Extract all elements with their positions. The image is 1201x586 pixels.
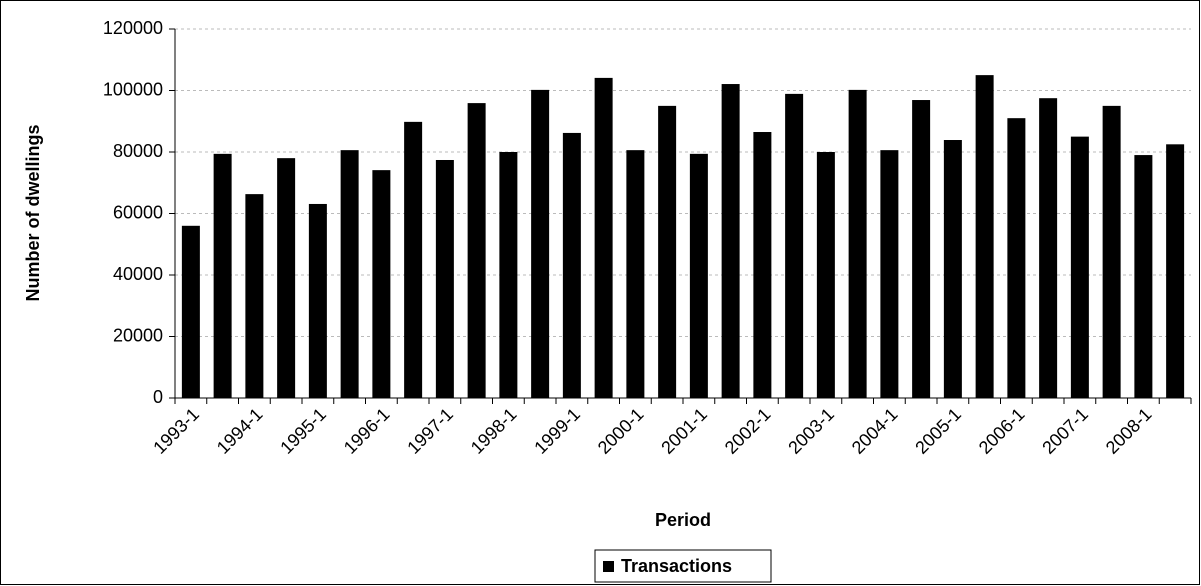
- bar: [689, 153, 708, 398]
- bar: [562, 132, 581, 398]
- bar: [1166, 144, 1185, 398]
- bar: [848, 89, 867, 398]
- bar: [1039, 98, 1058, 398]
- bar: [943, 140, 962, 398]
- bar: [467, 103, 486, 399]
- bar: [340, 150, 359, 398]
- legend-swatch: [603, 561, 614, 572]
- bar: [372, 170, 391, 398]
- bar: [1134, 155, 1153, 398]
- bar: [721, 84, 740, 398]
- bar: [435, 159, 454, 398]
- bar: [912, 100, 931, 398]
- legend-label: Transactions: [621, 556, 732, 576]
- bar: [531, 89, 550, 398]
- bar: [1007, 118, 1026, 399]
- bar: [816, 152, 835, 398]
- bar: [245, 194, 264, 398]
- bar: [880, 150, 899, 398]
- bar: [1102, 105, 1121, 398]
- bar: [308, 203, 327, 398]
- y-axis-title: Number of dwellings: [23, 124, 43, 301]
- bar: [277, 158, 296, 398]
- y-tick-label: 20000: [113, 325, 163, 345]
- bar: [499, 152, 518, 398]
- bar: [975, 75, 994, 398]
- bar: [658, 105, 677, 398]
- bar: [1070, 136, 1089, 398]
- x-axis-title: Period: [655, 510, 711, 530]
- legend-box: [594, 549, 772, 583]
- y-tick-label: 100000: [103, 79, 163, 99]
- bar: [404, 121, 423, 399]
- bar: [626, 150, 645, 398]
- y-tick-label: 0: [153, 387, 163, 407]
- y-tick-label: 60000: [113, 202, 163, 222]
- bar: [181, 225, 200, 398]
- bar: [753, 132, 772, 398]
- bar: [785, 93, 804, 398]
- y-tick-label: 80000: [113, 141, 163, 161]
- y-tick-label: 120000: [103, 18, 163, 38]
- y-tick-label: 40000: [113, 264, 163, 284]
- bar: [594, 77, 613, 398]
- bar: [213, 153, 232, 398]
